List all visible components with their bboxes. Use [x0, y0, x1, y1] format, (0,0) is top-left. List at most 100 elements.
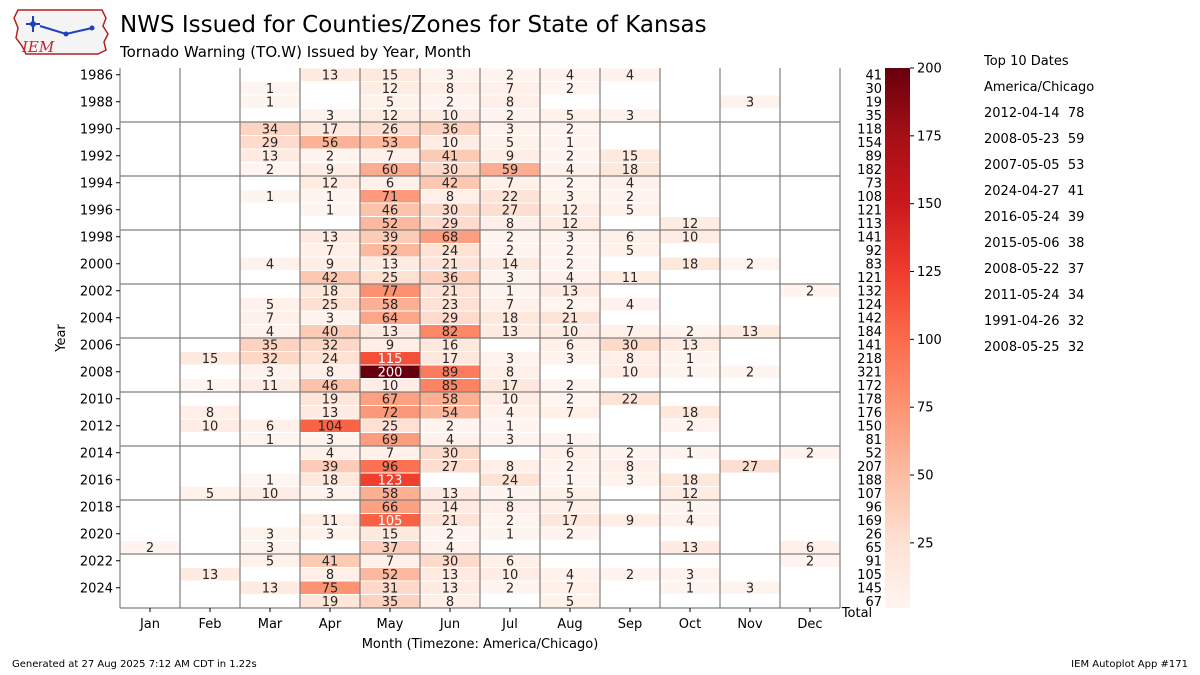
cell-value: 17: [502, 379, 519, 394]
cell-value: 21: [442, 257, 459, 272]
cell-value: 36: [442, 271, 459, 286]
cell-value: 18: [682, 257, 699, 272]
cell-value: 1: [566, 433, 574, 448]
cell-value: 30: [442, 203, 459, 218]
cell-value: 3: [506, 352, 514, 367]
cell-value: 2: [566, 244, 574, 259]
year-total: 142: [857, 311, 882, 326]
cell-value: 1: [506, 419, 514, 434]
cell-value: 1: [566, 136, 574, 151]
cell-value: 13: [442, 581, 459, 596]
heatmap-cell-labels: 13 15 3 2 4 41 12 8 7 21 5 2 8 33 12 10 2 5 334 17 26 36 3 229 5…: [146, 68, 814, 610]
cell-value: 2: [506, 68, 514, 83]
cell-value: 64: [382, 311, 399, 326]
year-total: 169: [857, 514, 882, 529]
heatmap-grid: [119, 68, 841, 609]
cell-value: 59: [502, 163, 519, 178]
cell-value: 3: [506, 122, 514, 137]
cell-value: 14: [502, 257, 519, 272]
cell-value: 17: [562, 514, 579, 529]
cell-value: 30: [622, 338, 639, 353]
cell-value: 7: [506, 82, 514, 97]
cell-value: 13: [442, 568, 459, 583]
cell-value: 32: [322, 338, 339, 353]
cell-value: 8: [626, 352, 634, 367]
cell-value: 7: [386, 446, 394, 461]
top10-entry: 2007-05-05 53: [984, 158, 1085, 173]
y-tick-label: 1994: [80, 176, 113, 191]
cell-value: 2: [626, 568, 634, 583]
cell-value: 8: [206, 406, 214, 421]
year-total: 19: [865, 95, 882, 110]
cell-value: 7: [506, 298, 514, 313]
cell-value: 13: [742, 325, 759, 340]
top10-heading: Top 10 Dates: [984, 54, 1069, 69]
year-total: 113: [857, 217, 882, 232]
cell-value: 12: [682, 487, 699, 502]
x-tick-label: Sep: [618, 617, 643, 632]
cell-value: 26: [382, 122, 399, 137]
cell-value: 1: [686, 446, 694, 461]
cell-value: 4: [266, 325, 274, 340]
cell-value: 4: [626, 298, 634, 313]
cell-value: 5: [266, 298, 274, 313]
year-total: 178: [857, 392, 882, 407]
cell-value: 46: [322, 379, 339, 394]
cell-value: 8: [506, 95, 514, 110]
cell-value: 3: [326, 487, 334, 502]
year-total: 145: [857, 581, 882, 596]
colorbar-tick-label: 50: [917, 469, 934, 484]
cell-value: 8: [446, 190, 454, 205]
cell-value: 1: [506, 284, 514, 299]
year-total: 176: [857, 406, 882, 421]
cell-value: 8: [506, 500, 514, 515]
cell-value: 2: [626, 446, 634, 461]
cell-value: 2: [266, 163, 274, 178]
top10-entry: 1991-04-26 32: [984, 314, 1085, 329]
cell-value: 7: [566, 406, 574, 421]
generated-footer: Generated at 27 Aug 2025 7:12 AM CDT in …: [12, 659, 257, 670]
cell-value: 9: [386, 338, 394, 353]
cell-value: 7: [626, 325, 634, 340]
cell-value: 2: [446, 527, 454, 542]
cell-value: 7: [386, 554, 394, 569]
month-ticks: Jan Feb Mar Apr May Jun Jul Aug Sep Oct Nov Dec: [139, 608, 823, 632]
cell-value: 3: [626, 109, 634, 124]
cell-value: 25: [322, 298, 339, 313]
cell-value: 8: [446, 595, 454, 610]
cell-value: 15: [382, 527, 399, 542]
cell-value: 2: [566, 392, 574, 407]
cell-value: 13: [382, 325, 399, 340]
cell-value: 41: [322, 554, 339, 569]
cell-value: 10: [382, 379, 399, 394]
chart-title: NWS Issued for Counties/Zones for State …: [120, 12, 707, 38]
cell-value: 18: [622, 163, 639, 178]
cell-value: 3: [266, 365, 274, 380]
x-tick-label: Apr: [319, 617, 342, 632]
year-total: 182: [857, 163, 882, 178]
cell-value: 71: [382, 190, 399, 205]
cell-value: 30: [442, 446, 459, 461]
logo-text: IEM: [21, 38, 55, 56]
cell-value: 2: [566, 122, 574, 137]
x-tick-label: Oct: [679, 617, 701, 632]
cell-value: 42: [322, 271, 339, 286]
cell-value: 13: [322, 68, 339, 83]
cell-value: 1: [266, 95, 274, 110]
cell-value: 12: [382, 82, 399, 97]
cell-value: 9: [326, 257, 334, 272]
cell-value: 1: [206, 379, 214, 394]
cell-value: 1: [266, 190, 274, 205]
cell-value: 7: [266, 311, 274, 326]
cell-value: 4: [566, 163, 574, 178]
cell-value: 115: [378, 352, 403, 367]
cell-value: 27: [502, 203, 519, 218]
cell-value: 12: [322, 176, 339, 191]
cell-value: 52: [382, 244, 399, 259]
cell-value: 2: [146, 541, 154, 556]
cell-value: 22: [502, 190, 519, 205]
cell-value: 18: [682, 406, 699, 421]
cell-value: 1: [686, 365, 694, 380]
cell-value: 104: [318, 419, 343, 434]
